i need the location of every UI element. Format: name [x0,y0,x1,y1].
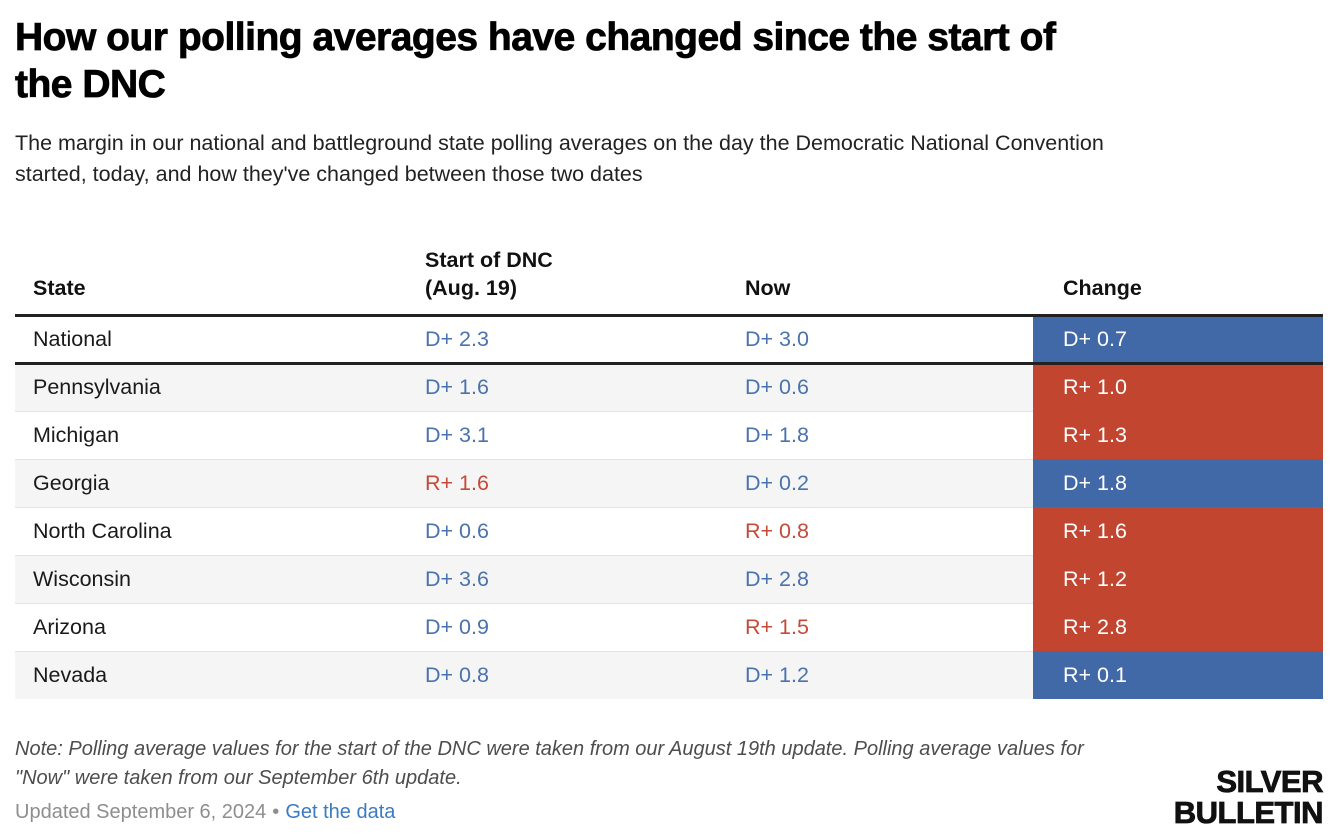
state-cell: Nevada [15,650,425,699]
table-row: Georgia R+ 1.6 D+ 0.2 D+ 1.8 [15,458,1323,507]
state-cell: National [15,315,425,365]
change-cell: R+ 1.2 [1033,555,1323,603]
state-cell: Pennsylvania [15,362,425,411]
now-cell: D+ 1.2 [745,650,1033,699]
state-cell: North Carolina [15,506,425,555]
get-the-data-link[interactable]: Get the data [285,801,396,823]
footnote: Note: Polling average values for the sta… [15,738,1084,789]
page-title: How our polling averages have changed si… [15,16,1057,107]
start-of-dnc-cell: D+ 0.8 [425,650,745,699]
now-cell: R+ 1.5 [745,602,1033,651]
column-header-state: State [15,230,425,317]
subtitle: The margin in our national and battlegro… [15,131,1104,186]
table-row: Michigan D+ 3.1 D+ 1.8 R+ 1.3 [15,410,1323,459]
state-cell: Arizona [15,602,425,651]
state-cell: Wisconsin [15,554,425,603]
logo-line-bulletin: BULLETIN [1173,795,1324,830]
table-row: Nevada D+ 0.8 D+ 1.2 R+ 0.1 [15,650,1323,699]
start-of-dnc-cell: D+ 3.6 [425,554,745,603]
bullet-separator: • [272,801,280,823]
now-cell: D+ 0.2 [745,458,1033,507]
silver-bulletin-logo: SILVER BULLETIN [1173,764,1324,830]
now-cell: D+ 2.8 [745,554,1033,603]
now-cell: R+ 0.8 [745,506,1033,555]
change-cell: D+ 1.8 [1033,459,1323,507]
table-body: National D+ 2.3 D+ 3.0 D+ 0.7 Pennsylvan… [15,315,1323,699]
polling-table: State Start of DNC (Aug. 19) Now Change … [15,230,1323,699]
table-row: National D+ 2.3 D+ 3.0 D+ 0.7 [15,315,1323,365]
start-of-dnc-cell: R+ 1.6 [425,458,745,507]
change-cell: R+ 1.6 [1033,507,1323,555]
change-cell: R+ 1.3 [1033,411,1323,459]
start-of-dnc-cell: D+ 3.1 [425,410,745,459]
table-header: State Start of DNC (Aug. 19) Now Change [15,230,1323,317]
column-header-now: Now [745,230,1033,317]
updated-date: Updated September 6, 2024 [15,801,267,823]
now-cell: D+ 0.6 [745,362,1033,411]
table-row: Arizona D+ 0.9 R+ 1.5 R+ 2.8 [15,602,1323,651]
column-header-start-of-dnc: Start of DNC (Aug. 19) [425,230,745,317]
now-cell: D+ 3.0 [745,315,1033,365]
change-cell: D+ 0.7 [1033,315,1323,365]
change-cell: R+ 0.1 [1033,651,1323,699]
table-row: Pennsylvania D+ 1.6 D+ 0.6 R+ 1.0 [15,362,1323,411]
change-cell: R+ 1.0 [1033,363,1323,411]
now-cell: D+ 1.8 [745,410,1033,459]
state-cell: Georgia [15,458,425,507]
table-row: North Carolina D+ 0.6 R+ 0.8 R+ 1.6 [15,506,1323,555]
logo-line-silver: SILVER [1216,764,1324,799]
start-of-dnc-cell: D+ 0.9 [425,602,745,651]
updated-line: Updated September 6, 2024 • Get the data [15,801,1325,824]
state-cell: Michigan [15,410,425,459]
start-of-dnc-cell: D+ 2.3 [425,315,745,365]
table-row: Wisconsin D+ 3.6 D+ 2.8 R+ 1.2 [15,554,1323,603]
start-of-dnc-cell: D+ 1.6 [425,362,745,411]
column-header-change: Change [1033,230,1323,317]
start-of-dnc-cell: D+ 0.6 [425,506,745,555]
change-cell: R+ 2.8 [1033,603,1323,651]
